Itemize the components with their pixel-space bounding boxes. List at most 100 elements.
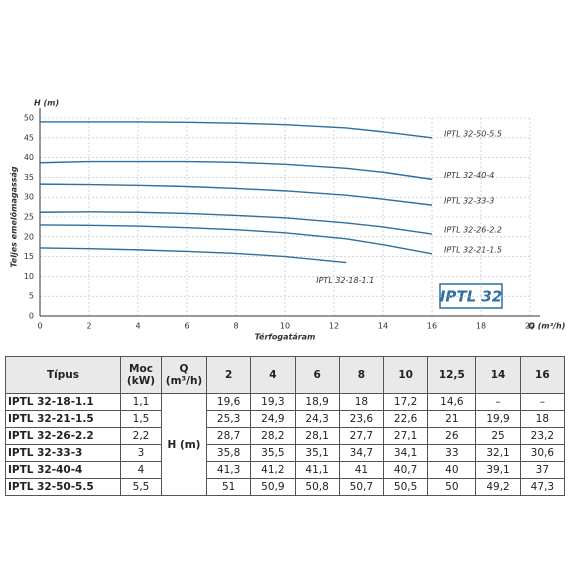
- row: IPTL 32-21-1.5 1,5 25,3 24,9 24,3 23,6 22,6 21 1…: [5, 410, 566, 428]
- cell: 50,5: [382, 478, 429, 496]
- cell: 35,8: [205, 444, 252, 462]
- cell: 49,2: [475, 478, 521, 496]
- cell: 50: [427, 478, 477, 496]
- x-tick-label: 14: [378, 322, 388, 331]
- cell: 19,6: [205, 393, 252, 411]
- cell: IPTL 32-50-5.5: [5, 478, 121, 496]
- y-tick-label: 0: [29, 312, 34, 321]
- cell: 41: [338, 461, 385, 479]
- y-tick-label: 45: [24, 133, 34, 142]
- cell: 28,2: [250, 427, 296, 445]
- cell: 22,6: [382, 410, 429, 428]
- cell: IPTL 32-18-1.1: [5, 393, 121, 411]
- cell: 51: [205, 478, 252, 496]
- cell: IPTL 32-33-3: [5, 444, 121, 462]
- cell: 30,6: [519, 444, 566, 462]
- cell: IPTL 32-40-4: [5, 461, 121, 479]
- cell: 40: [427, 461, 477, 479]
- x-tick-label: 20: [525, 322, 535, 331]
- cell: H (m): [161, 393, 207, 496]
- cell: 17,2: [382, 393, 429, 411]
- x-tick-label: 2: [86, 322, 91, 331]
- header-cell: Típus: [5, 356, 121, 394]
- cell: 39,1: [475, 461, 521, 479]
- header-cell: 8: [338, 356, 385, 394]
- header-cell: 16: [519, 356, 566, 394]
- y-tick-label: 10: [24, 272, 34, 281]
- curve-label: IPTL 32-33-3: [444, 197, 494, 206]
- x-tick-label: 10: [280, 322, 290, 331]
- curve: [39, 183, 433, 206]
- x-tick-label: 8: [233, 322, 238, 331]
- cell: 2,2: [120, 427, 162, 445]
- x-axis-label: Q (m³/h): [528, 322, 565, 331]
- header-cell: 2: [205, 356, 252, 394]
- cell: 21: [427, 410, 477, 428]
- header-cell: Moc (kW): [120, 356, 162, 394]
- cell: 34,1: [382, 444, 429, 462]
- cell: 1,1: [120, 393, 162, 411]
- cell: IPTL 32-21-1.5: [5, 410, 121, 428]
- curve-label: IPTL 32-50-5.5: [444, 129, 502, 138]
- cell: 4: [120, 461, 162, 479]
- curve-label: IPTL 32-18-1.1: [316, 276, 374, 285]
- y-tick-label: 35: [24, 173, 34, 182]
- cell: 23,2: [519, 427, 566, 445]
- x-tick-label: 16: [427, 322, 437, 331]
- curve: [39, 247, 347, 264]
- cell: 50,7: [338, 478, 385, 496]
- cell: 27,7: [338, 427, 385, 445]
- y-tick-label: 40: [24, 153, 34, 162]
- cell: 24,3: [294, 410, 340, 428]
- y-tick-label: 20: [24, 232, 34, 241]
- header-cell: 14: [475, 356, 521, 394]
- y-tick-label: 50: [24, 114, 34, 123]
- badge-box: [439, 283, 503, 309]
- row: IPTL 32-26-2.2 2,2 28,7 28,2 28,1 27,7 27,1 26 2…: [5, 427, 566, 445]
- cell: 28,7: [205, 427, 252, 445]
- y-axis-title: Teljes emelőmagasság: [10, 166, 19, 268]
- cell: 47,3: [519, 478, 566, 496]
- cell: 32,1: [475, 444, 521, 462]
- cell: 1,5: [120, 410, 162, 428]
- cell: 26: [427, 427, 477, 445]
- cell: 18,9: [294, 393, 340, 411]
- curve-label: IPTL 32-40-4: [444, 171, 494, 180]
- curve: [39, 211, 433, 235]
- cell: 33: [427, 444, 477, 462]
- cell: 18: [519, 410, 566, 428]
- x-tick-label: 12: [329, 322, 339, 331]
- y-tick-label: 25: [24, 213, 34, 222]
- header-row: Típus Moc (kW) Q (m³/h) 2 4 6 8 10 12,5 14 16: [5, 356, 566, 394]
- cell: 40,7: [382, 461, 429, 479]
- header-cell: 12,5: [427, 356, 477, 394]
- cell: 28,1: [294, 427, 340, 445]
- curve: [39, 224, 433, 255]
- row: IPTL 32-18-1.1 1,1 H (m) 19,6 19,3 18,9 18 17,2…: [5, 393, 566, 496]
- header-cell: 10: [382, 356, 429, 394]
- x-tick-label: 4: [135, 322, 140, 331]
- y-axis-label: H (m): [34, 99, 59, 108]
- badge: IPTL 32: [440, 288, 502, 306]
- curve: [39, 160, 433, 181]
- cell: 27,1: [382, 427, 429, 445]
- cell: –: [519, 393, 566, 411]
- cell: 23,6: [338, 410, 385, 428]
- header-cell: 6: [294, 356, 340, 394]
- curve-label: IPTL 32-26-2.2: [444, 226, 502, 235]
- x-tick-label: 6: [184, 322, 189, 331]
- cell: 35,5: [250, 444, 296, 462]
- curve-label: IPTL 32-21-1.5: [444, 245, 502, 254]
- x-tick-label: 0: [37, 322, 42, 331]
- y-tick-label: 5: [29, 292, 34, 301]
- cell: 24,9: [250, 410, 296, 428]
- row: IPTL 32-33-3 3 35,8 35,5 35,1 34,7 34,1 33 32,1 3…: [5, 444, 566, 462]
- chart: H (m) Q (m³/h) Térfogatáram Teljes emelő…: [10, 99, 566, 342]
- cell: 37: [519, 461, 566, 479]
- curve: [40, 121, 433, 139]
- row: IPTL 32-50-5.5 5,5 51 50,9 50,8 50,7 50,5 50 49,…: [5, 478, 566, 496]
- y-tick-label: 30: [24, 193, 34, 202]
- row: IPTL 32-40-4 4 41,3 41,2 41,1 41 40,7 40 39,1 37: [5, 461, 566, 479]
- table: Típus Moc (kW) Q (m³/h) 2 4 6 8 10 12,5 14 16 IPTL …: [5, 356, 566, 496]
